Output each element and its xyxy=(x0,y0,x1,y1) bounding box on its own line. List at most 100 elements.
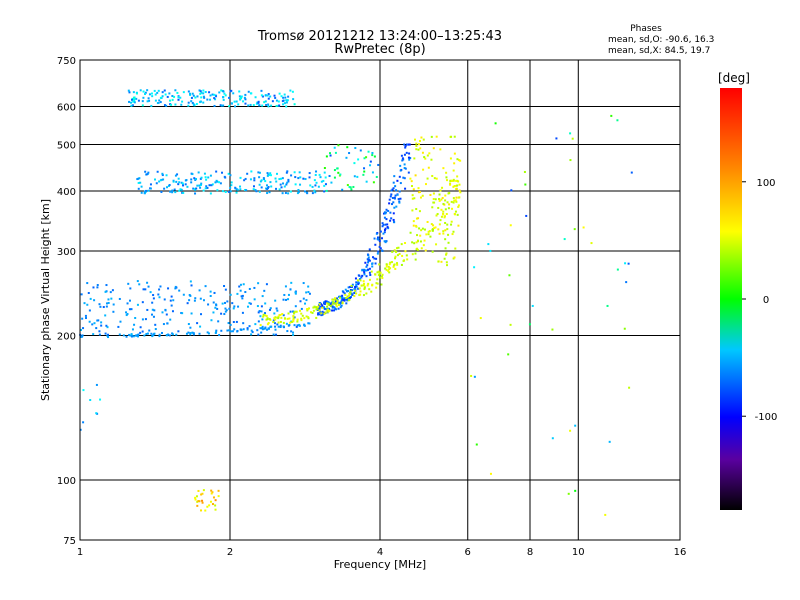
data-point xyxy=(338,303,341,306)
data-point xyxy=(389,211,392,214)
data-point xyxy=(453,152,456,155)
data-point xyxy=(418,210,421,213)
data-point xyxy=(390,261,393,264)
data-point xyxy=(158,180,161,183)
data-point xyxy=(217,489,220,492)
data-point xyxy=(442,210,445,213)
data-point xyxy=(382,223,385,226)
data-point xyxy=(315,170,318,173)
data-point xyxy=(210,319,213,322)
data-point xyxy=(435,177,438,180)
colorbar-ticks: -100 0 100 xyxy=(742,178,777,423)
data-point xyxy=(267,97,270,100)
data-point xyxy=(420,229,423,232)
data-point xyxy=(221,190,224,193)
data-point xyxy=(365,180,368,183)
data-point xyxy=(166,186,169,189)
data-point xyxy=(422,168,425,171)
data-point xyxy=(307,285,310,288)
data-point xyxy=(267,173,270,176)
colorbar-tick-label: 0 xyxy=(763,295,769,306)
data-point xyxy=(244,93,247,96)
data-point xyxy=(177,177,180,180)
data-point xyxy=(299,300,302,303)
data-point xyxy=(270,104,273,107)
data-point xyxy=(244,291,247,294)
data-point xyxy=(244,102,247,105)
data-point xyxy=(168,334,171,337)
data-point xyxy=(442,230,445,233)
data-point xyxy=(239,283,242,286)
data-point xyxy=(272,319,275,322)
data-point xyxy=(259,324,262,327)
data-point xyxy=(282,321,285,324)
data-point xyxy=(127,89,130,92)
data-point xyxy=(429,235,432,238)
data-point xyxy=(258,176,261,179)
data-point xyxy=(331,303,334,306)
data-point xyxy=(238,90,241,93)
data-point xyxy=(363,170,366,173)
data-point xyxy=(194,297,197,300)
data-point xyxy=(379,247,382,250)
data-point xyxy=(367,256,370,259)
data-point xyxy=(187,323,190,326)
data-point xyxy=(157,89,160,92)
data-point xyxy=(414,174,417,177)
data-point xyxy=(347,289,350,292)
data-point xyxy=(266,318,269,321)
data-point xyxy=(446,201,449,204)
data-point xyxy=(415,144,418,147)
data-point xyxy=(235,100,238,103)
data-point xyxy=(255,102,258,105)
data-point xyxy=(112,303,115,306)
data-point xyxy=(107,333,110,336)
data-point xyxy=(198,332,201,335)
data-point xyxy=(334,307,337,310)
data-point xyxy=(263,327,266,330)
x-tick-label: 10 xyxy=(572,547,585,558)
data-point xyxy=(454,247,457,250)
data-point xyxy=(326,308,329,311)
data-point xyxy=(82,327,85,330)
data-point xyxy=(364,261,367,264)
data-point xyxy=(131,104,134,107)
data-point xyxy=(294,183,297,186)
data-point xyxy=(211,491,214,494)
data-point xyxy=(177,98,180,101)
data-point xyxy=(189,294,192,297)
data-point xyxy=(82,421,85,424)
data-point xyxy=(338,296,341,299)
data-point xyxy=(412,188,415,191)
data-point xyxy=(236,329,239,332)
data-point xyxy=(574,489,577,492)
data-point xyxy=(209,174,212,177)
data-point xyxy=(287,312,290,315)
data-point xyxy=(365,156,368,159)
data-point xyxy=(247,90,250,93)
data-point xyxy=(375,286,378,289)
data-point xyxy=(228,96,231,99)
data-point xyxy=(163,89,166,92)
data-point xyxy=(369,160,372,163)
data-point xyxy=(202,299,205,302)
data-point xyxy=(178,189,181,192)
data-point xyxy=(151,301,154,304)
data-point xyxy=(315,306,318,309)
data-point xyxy=(359,279,362,282)
data-point xyxy=(608,440,611,443)
data-point xyxy=(216,189,219,192)
data-point xyxy=(289,288,292,291)
data-point xyxy=(144,318,147,321)
data-point xyxy=(334,151,337,154)
data-point xyxy=(396,254,399,257)
data-point xyxy=(350,284,353,287)
data-point xyxy=(339,173,342,176)
data-point xyxy=(231,330,234,333)
data-point xyxy=(434,198,437,201)
data-point xyxy=(174,285,177,288)
data-point xyxy=(223,285,226,288)
data-point xyxy=(111,289,114,292)
data-point xyxy=(280,316,283,319)
